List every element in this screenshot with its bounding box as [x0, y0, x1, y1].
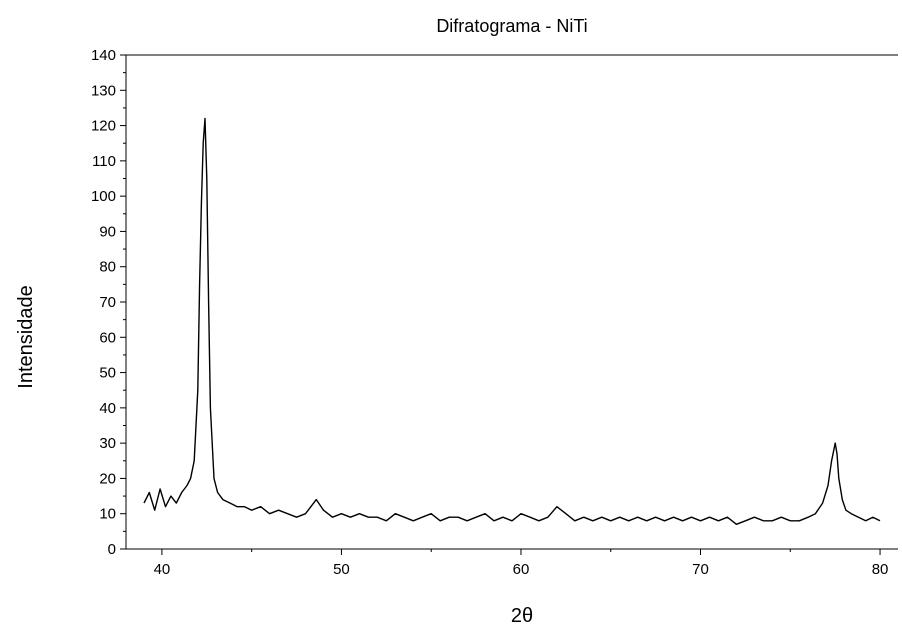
x-axis-label: 2θ: [511, 605, 533, 627]
y-tick-label: 90: [99, 223, 116, 240]
y-tick-label: 120: [91, 118, 116, 135]
series-line: [143, 117, 881, 525]
x-tick-label: 70: [692, 561, 709, 578]
y-tick-label: 30: [99, 435, 116, 452]
y-tick-label: 40: [99, 400, 116, 417]
y-tick-label: 140: [91, 47, 116, 64]
x-tick-label: 50: [333, 561, 350, 578]
y-tick-label: 0: [108, 541, 116, 558]
y-tick-label: 110: [92, 153, 116, 170]
x-tick-label: 40: [154, 561, 171, 578]
y-axis-label: Intensidade: [15, 285, 37, 388]
y-tick-label: 60: [99, 329, 116, 346]
series-layer: [143, 117, 881, 525]
y-tick-label: 80: [99, 259, 116, 276]
x-tick-label: 60: [513, 561, 530, 578]
y-tick-label: 130: [91, 82, 116, 99]
y-tick-label: 100: [91, 188, 116, 205]
y-tick-label: 10: [99, 506, 116, 523]
x-axis: 40 50 60 70 80: [154, 549, 889, 578]
chart-title: Difratograma - NiTi: [436, 16, 587, 36]
y-axis: 0 10 20 30 40 50 60 70 80 90 100 110 120 130 140: [91, 47, 126, 558]
y-tick-label: 20: [99, 470, 116, 487]
plot-frame: [125, 54, 898, 550]
y-tick-label: 70: [99, 294, 116, 311]
x-tick-label: 80: [872, 561, 889, 578]
y-tick-label: 50: [99, 365, 116, 382]
